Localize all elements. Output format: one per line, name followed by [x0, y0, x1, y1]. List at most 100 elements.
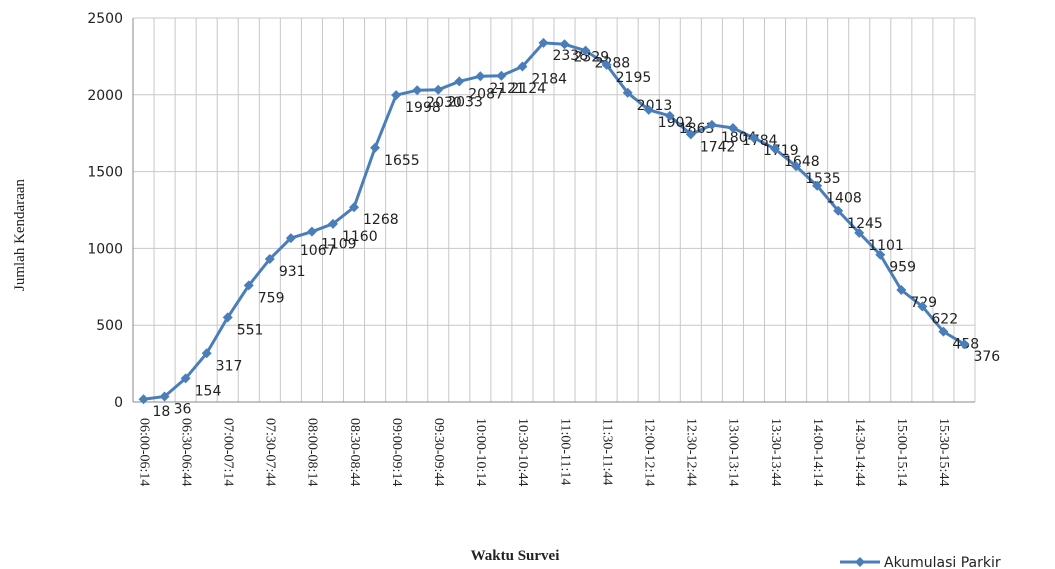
- data-label: 1160: [342, 229, 378, 245]
- point-marker: [496, 70, 507, 81]
- point-marker: [854, 227, 865, 238]
- x-tick-label: 13:30-13:44: [768, 418, 783, 486]
- x-tick-label: 13:00-13:14: [726, 418, 741, 486]
- point-marker: [875, 249, 886, 260]
- point-marker: [433, 84, 444, 95]
- data-label: 2121: [489, 81, 525, 97]
- data-label: 317: [216, 358, 243, 374]
- point-marker: [285, 233, 296, 244]
- x-tick-label: 15:30-15:44: [936, 418, 951, 486]
- data-label: 2195: [616, 70, 652, 86]
- data-label: 1245: [847, 216, 883, 232]
- point-marker: [306, 226, 317, 237]
- x-tick-label: 09:30-09:44: [431, 418, 446, 486]
- x-tick-label: 11:00-11:14: [557, 418, 572, 485]
- data-label: 36: [174, 401, 192, 417]
- point-marker: [454, 76, 465, 87]
- data-label: 1655: [384, 153, 420, 169]
- point-marker: [664, 110, 675, 121]
- y-tick-label: 1500: [87, 165, 123, 181]
- y-tick-label: 2500: [87, 11, 123, 27]
- x-tick-label: 09:00-09:14: [389, 418, 404, 486]
- data-label: 2033: [447, 95, 483, 111]
- point-marker: [475, 71, 486, 82]
- point-marker: [643, 104, 654, 115]
- point-marker: [159, 391, 170, 402]
- point-marker: [580, 45, 591, 56]
- x-axis-title: Waktu Survei: [471, 548, 560, 564]
- legend-label: Akumulasi Parkir: [884, 555, 1001, 569]
- x-tick-label: 07:00-07:14: [221, 418, 236, 486]
- data-label: 551: [237, 322, 264, 338]
- data-label: 622: [931, 311, 958, 327]
- data-label: 1268: [363, 212, 399, 228]
- x-tick-label: 10:00-10:14: [473, 418, 488, 486]
- data-label: 1998: [405, 100, 441, 116]
- point-marker: [770, 143, 781, 154]
- y-tick-label: 2000: [87, 88, 123, 104]
- legend-marker: [855, 557, 865, 567]
- point-marker: [812, 180, 823, 191]
- x-tick-label: 11:30-11:44: [599, 418, 614, 485]
- data-label: 2288: [595, 56, 631, 72]
- point-marker: [622, 87, 633, 98]
- y-axis-title: Jumlah Kendaraan: [12, 178, 28, 291]
- point-marker: [243, 280, 254, 291]
- data-label: 759: [258, 290, 285, 306]
- point-marker: [180, 373, 191, 384]
- data-label: 1408: [826, 191, 862, 207]
- point-marker: [201, 348, 212, 359]
- point-marker: [959, 339, 970, 350]
- point-marker: [917, 301, 928, 312]
- data-label: 2329: [574, 49, 610, 65]
- x-tick-label: 08:00-08:14: [305, 418, 320, 486]
- data-label: 959: [889, 260, 916, 276]
- x-tick-label: 07:30-07:44: [263, 418, 278, 486]
- x-tick-label: 06:30-06:44: [178, 418, 193, 486]
- point-marker: [538, 37, 549, 48]
- point-marker: [706, 119, 717, 130]
- point-marker: [896, 285, 907, 296]
- data-label: 2338: [552, 48, 588, 64]
- data-label: 1742: [700, 139, 736, 155]
- data-label: 1804: [721, 130, 757, 146]
- data-label: 154: [195, 383, 222, 399]
- point-marker: [138, 394, 149, 405]
- x-tick-label: 06:00-06:14: [136, 418, 151, 486]
- point-marker: [559, 39, 570, 50]
- point-marker: [727, 122, 738, 133]
- x-tick-label: 14:00-14:14: [810, 418, 825, 486]
- data-label: 1109: [321, 237, 357, 253]
- y-tick-label: 1000: [87, 241, 123, 257]
- point-marker: [791, 161, 802, 172]
- data-label: 1648: [784, 154, 820, 170]
- data-label: 931: [279, 264, 306, 280]
- data-label: 2030: [426, 95, 462, 111]
- data-label: 18: [153, 404, 171, 420]
- x-tick-label: 14:30-14:44: [852, 418, 867, 486]
- data-label: 1067: [300, 243, 336, 259]
- point-marker: [349, 202, 360, 213]
- point-marker: [391, 90, 402, 101]
- series-line: [143, 41, 966, 401]
- y-tick-label: 0: [114, 395, 123, 411]
- x-tick-label: 12:30-12:44: [684, 418, 699, 486]
- point-marker: [748, 132, 759, 143]
- point-marker: [517, 61, 528, 72]
- data-label: 2087: [468, 86, 504, 102]
- data-label: 1535: [805, 171, 841, 187]
- data-label: 2124: [510, 81, 546, 97]
- point-marker: [833, 205, 844, 216]
- data-label: 1101: [868, 238, 904, 254]
- data-label: 376: [973, 349, 1000, 365]
- x-tick-label: 10:30-10:44: [515, 418, 530, 486]
- point-marker: [222, 312, 233, 323]
- data-label: 2184: [531, 72, 567, 88]
- point-marker: [264, 253, 275, 264]
- point-marker: [601, 59, 612, 70]
- point-marker: [370, 142, 381, 153]
- y-tick-label: 500: [96, 318, 123, 334]
- point-marker: [327, 218, 338, 229]
- data-label: 1719: [763, 143, 799, 159]
